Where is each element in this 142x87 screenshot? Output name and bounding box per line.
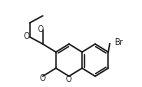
Text: Br: Br — [114, 38, 123, 48]
Text: O: O — [66, 75, 72, 84]
Text: O: O — [37, 25, 43, 34]
Text: O: O — [39, 74, 45, 83]
Text: O: O — [24, 32, 30, 41]
